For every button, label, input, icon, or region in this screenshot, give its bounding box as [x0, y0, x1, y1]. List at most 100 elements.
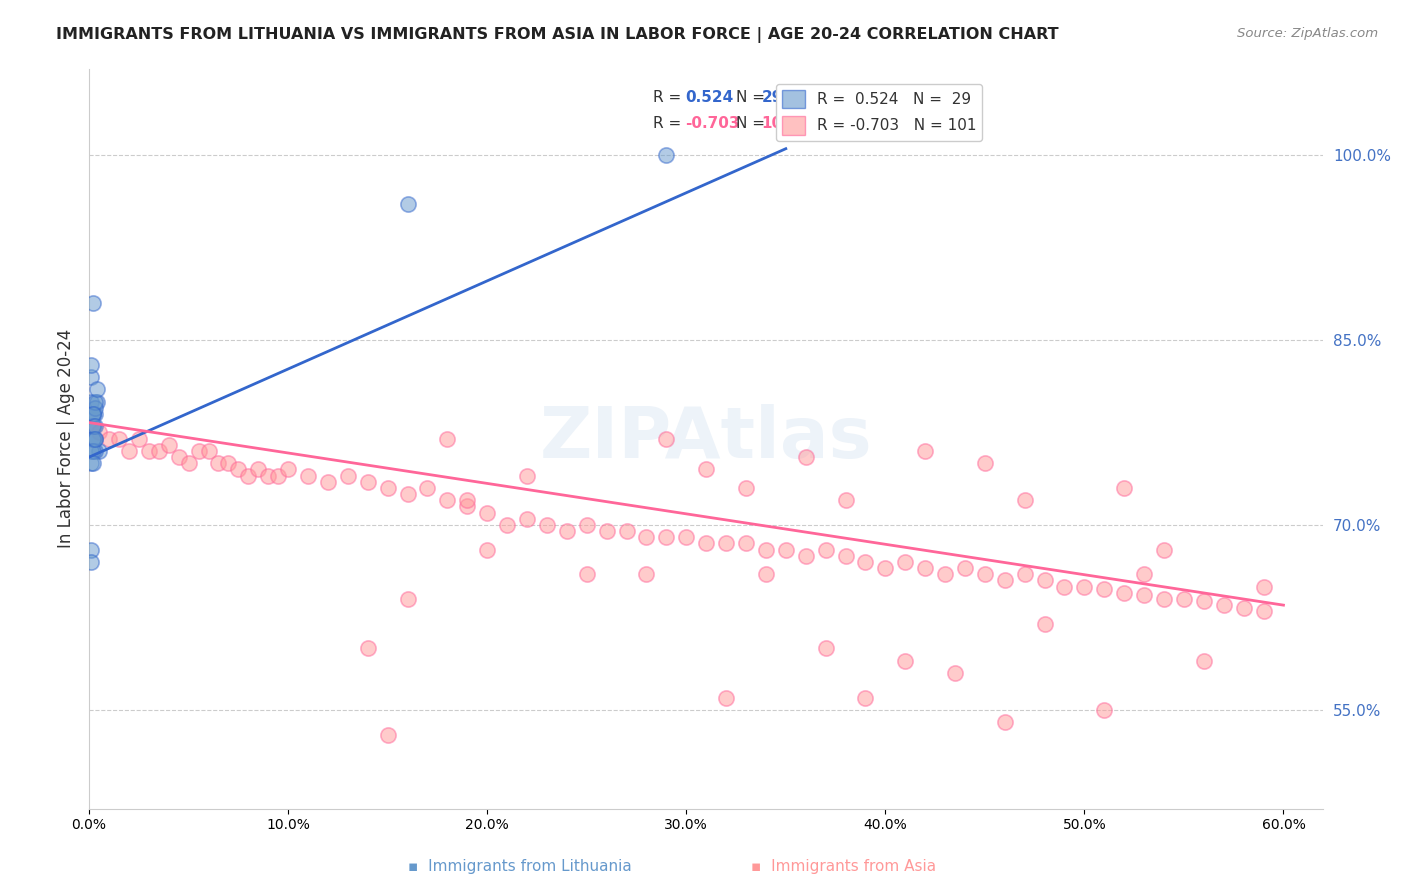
- Point: [834, 549, 856, 563]
- Point: [755, 542, 778, 557]
- Point: [894, 555, 917, 569]
- Point: [267, 468, 290, 483]
- Point: [157, 438, 180, 452]
- Point: [1092, 703, 1115, 717]
- Point: [1033, 574, 1056, 588]
- Point: [775, 542, 797, 557]
- Point: [80, 456, 103, 470]
- Point: [675, 530, 697, 544]
- Point: [1192, 594, 1215, 608]
- Point: [80, 394, 103, 409]
- Point: [994, 715, 1017, 730]
- Point: [217, 456, 239, 470]
- Point: [98, 432, 121, 446]
- Point: [228, 462, 250, 476]
- Point: [636, 530, 658, 544]
- Point: [82, 407, 104, 421]
- Text: 0.524: 0.524: [685, 90, 734, 105]
- Point: [636, 567, 658, 582]
- Point: [396, 487, 419, 501]
- Point: [148, 444, 170, 458]
- Point: [1253, 580, 1275, 594]
- Point: [1014, 567, 1036, 582]
- Point: [814, 641, 837, 656]
- Point: [357, 641, 380, 656]
- Point: [377, 728, 399, 742]
- Text: N =: N =: [735, 116, 765, 131]
- Text: IMMIGRANTS FROM LITHUANIA VS IMMIGRANTS FROM ASIA IN LABOR FORCE | AGE 20-24 COR: IMMIGRANTS FROM LITHUANIA VS IMMIGRANTS …: [56, 27, 1059, 43]
- Point: [1073, 580, 1095, 594]
- Point: [934, 567, 956, 582]
- Point: [953, 561, 976, 575]
- Text: R =: R =: [654, 90, 682, 105]
- Text: R =: R =: [654, 116, 682, 131]
- Point: [316, 475, 339, 489]
- Point: [84, 432, 107, 446]
- Point: [536, 518, 558, 533]
- Point: [894, 654, 917, 668]
- Point: [943, 665, 966, 680]
- Point: [396, 197, 419, 211]
- Point: [655, 530, 678, 544]
- Point: [735, 481, 758, 495]
- Point: [735, 536, 758, 550]
- Point: [575, 567, 598, 582]
- Point: [197, 444, 219, 458]
- Point: [82, 407, 104, 421]
- Point: [973, 456, 995, 470]
- Point: [1114, 481, 1136, 495]
- Point: [794, 450, 817, 464]
- Point: [496, 518, 519, 533]
- Point: [1133, 567, 1156, 582]
- Point: [86, 382, 108, 396]
- Point: [238, 468, 260, 483]
- Text: -0.703: -0.703: [685, 116, 740, 131]
- Point: [436, 432, 458, 446]
- Point: [336, 468, 359, 483]
- Point: [84, 444, 107, 458]
- Legend: R =  0.524   N =  29, R = -0.703   N = 101: R = 0.524 N = 29, R = -0.703 N = 101: [776, 84, 983, 141]
- Point: [1053, 580, 1076, 594]
- Point: [138, 444, 160, 458]
- Point: [477, 542, 499, 557]
- Point: [108, 432, 131, 446]
- Point: [1192, 654, 1215, 668]
- Point: [82, 407, 104, 421]
- Point: [84, 432, 107, 446]
- Point: [82, 296, 104, 310]
- Point: [875, 561, 897, 575]
- Point: [167, 450, 190, 464]
- Point: [377, 481, 399, 495]
- Point: [655, 432, 678, 446]
- Point: [516, 512, 538, 526]
- Point: [82, 432, 104, 446]
- Point: [1212, 598, 1234, 612]
- Point: [82, 419, 104, 434]
- Point: [86, 394, 108, 409]
- Point: [1233, 600, 1256, 615]
- Point: [1114, 586, 1136, 600]
- Point: [80, 542, 103, 557]
- Point: [297, 468, 319, 483]
- Point: [82, 444, 104, 458]
- Point: [87, 425, 110, 440]
- Point: [82, 432, 104, 446]
- Point: [357, 475, 380, 489]
- Point: [1033, 616, 1056, 631]
- Point: [416, 481, 439, 495]
- Point: [516, 468, 538, 483]
- Point: [128, 432, 150, 446]
- Point: [695, 462, 717, 476]
- Point: [80, 358, 103, 372]
- Point: [456, 500, 478, 514]
- Point: [396, 591, 419, 606]
- Point: [82, 419, 104, 434]
- Point: [82, 419, 104, 434]
- Point: [855, 555, 877, 569]
- Point: [207, 456, 229, 470]
- Point: [80, 370, 103, 384]
- Point: [80, 444, 103, 458]
- Point: [456, 493, 478, 508]
- Text: ▪  Immigrants from Lithuania: ▪ Immigrants from Lithuania: [408, 859, 633, 874]
- Point: [84, 394, 107, 409]
